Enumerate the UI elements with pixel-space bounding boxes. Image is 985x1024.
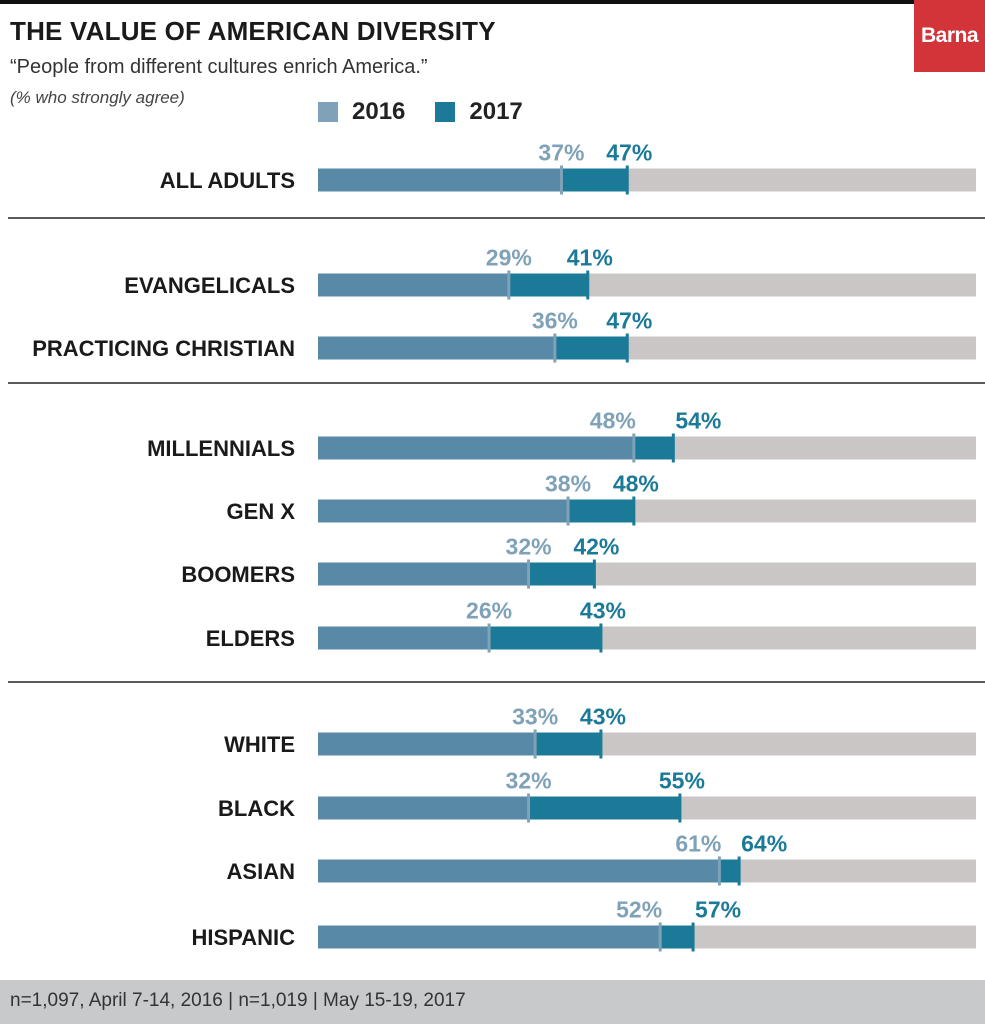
bar-2016 xyxy=(318,499,569,523)
data-label-2016: 52% xyxy=(616,897,662,923)
data-label-2017: 43% xyxy=(580,598,626,624)
top-rule xyxy=(0,0,985,4)
category-label: BLACK xyxy=(218,796,295,821)
category-label: PRACTICING CHRISTIAN xyxy=(32,336,295,361)
bar-2016 xyxy=(318,732,536,756)
data-label-2017: 57% xyxy=(695,897,741,923)
data-label-2016: 32% xyxy=(506,768,552,794)
bar-2016 xyxy=(318,859,720,883)
legend-label-2017: 2017 xyxy=(469,98,523,125)
data-label-2016: 32% xyxy=(506,534,552,560)
bar-2016 xyxy=(318,273,509,297)
data-label-2017: 41% xyxy=(567,245,613,271)
legend-swatch-2016 xyxy=(318,102,338,122)
data-label-2016: 26% xyxy=(466,598,512,624)
barna-logo: Barna xyxy=(914,0,985,72)
data-label-2017: 47% xyxy=(606,308,652,334)
legend-swatch-2017 xyxy=(435,102,456,122)
data-label-2016: 61% xyxy=(675,831,721,857)
category-label: HISPANIC xyxy=(192,925,296,950)
legend-label-2016: 2016 xyxy=(352,98,406,125)
chart-title: THE VALUE OF AMERICAN DIVERSITY xyxy=(10,16,496,46)
category-label: ELDERS xyxy=(206,626,295,651)
category-label: WHITE xyxy=(224,732,295,757)
bar-2016 xyxy=(318,436,634,460)
data-label-2016: 36% xyxy=(532,308,578,334)
data-label-2017: 43% xyxy=(580,704,626,730)
bar-2016 xyxy=(318,796,529,820)
data-label-2016: 38% xyxy=(545,471,591,497)
category-label: ALL ADULTS xyxy=(160,168,295,193)
data-label-2017: 47% xyxy=(606,140,652,166)
data-label-2016: 29% xyxy=(486,245,532,271)
bar-2016 xyxy=(318,336,555,360)
data-label-2016: 37% xyxy=(538,140,584,166)
bar-2016 xyxy=(318,626,490,650)
data-label-2017: 55% xyxy=(659,768,705,794)
bar-chart: ALL ADULTS 37% 47% EVANGELICALS 29% 41% PRACTI… xyxy=(8,140,985,952)
category-label: EVANGELICALS xyxy=(124,273,295,298)
category-label: ASIAN xyxy=(227,859,295,884)
legend-item-2017: 2017 xyxy=(435,98,523,126)
legend-item-2016: 2016 xyxy=(318,98,405,126)
chart-subtitle: “People from different cultures enrich A… xyxy=(10,56,428,78)
bar-2016 xyxy=(318,168,562,192)
data-label-2017: 54% xyxy=(675,408,721,434)
category-label: BOOMERS xyxy=(181,562,295,587)
data-label-2017: 64% xyxy=(741,831,787,857)
chart-note: (% who strongly agree) xyxy=(10,88,185,107)
category-label: MILLENNIALS xyxy=(147,436,295,461)
data-label-2017: 42% xyxy=(573,534,619,560)
footer-source: n=1,097, April 7-14, 2016 | n=1,019 | Ma… xyxy=(10,990,466,1011)
data-label-2016: 33% xyxy=(512,704,558,730)
legend: 2016 2017 xyxy=(318,98,553,126)
data-label-2017: 48% xyxy=(613,471,659,497)
footer: n=1,097, April 7-14, 2016 | n=1,019 | Ma… xyxy=(0,980,985,1024)
data-label-2016: 48% xyxy=(590,408,636,434)
category-label: GEN X xyxy=(227,499,296,524)
bar-2016 xyxy=(318,562,529,586)
bar-2016 xyxy=(318,925,661,949)
